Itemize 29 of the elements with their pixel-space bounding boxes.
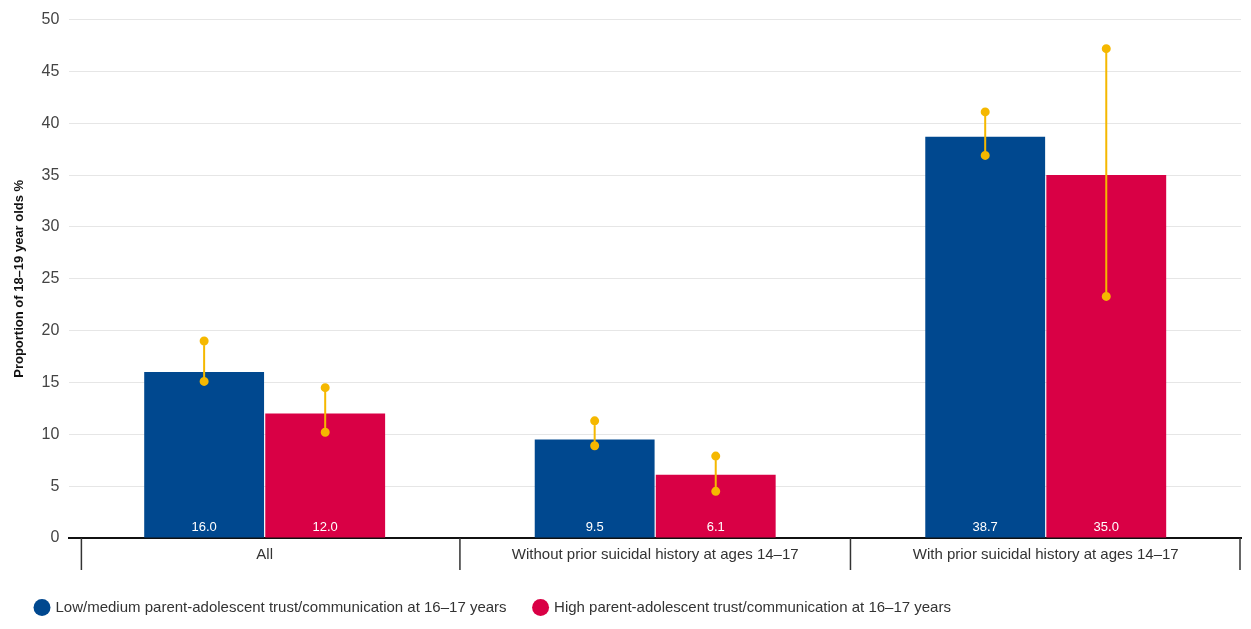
legend-label: Low/medium parent-adolescent trust/communication at 16–17 years: [55, 597, 507, 615]
y-tick-label: 35: [41, 165, 60, 183]
y-axis-title: Proportion of 18–19 year olds %: [11, 179, 27, 378]
data-label: 16.0: [191, 519, 217, 535]
bar: [1046, 175, 1167, 538]
data-label: 6.1: [706, 519, 725, 535]
x-tick-label: Without prior suicidal history at ages 14–17: [511, 545, 799, 563]
y-tick-label: 25: [41, 269, 60, 287]
data-label: 35.0: [1093, 519, 1119, 535]
x-tick-label: With prior suicidal history at ages 14–17: [912, 545, 1179, 563]
bar: [925, 136, 1046, 538]
y-tick-label: 50: [41, 10, 60, 28]
y-tick-label: 40: [41, 113, 60, 131]
y-tick-label: 30: [41, 217, 60, 235]
y-tick-label: 45: [41, 61, 60, 79]
x-tick-label: All: [256, 545, 273, 563]
data-label: 9.5: [585, 519, 604, 535]
data-label: 12.0: [312, 519, 338, 535]
data-label: 38.7: [972, 519, 998, 535]
bar: [534, 439, 655, 538]
y-tick-label: 20: [41, 321, 60, 339]
bar: [265, 413, 386, 538]
y-tick-label: 5: [50, 476, 60, 494]
bar: [144, 372, 265, 538]
bar: [655, 474, 776, 538]
legend-label: High parent-adolescent trust/communication at 16–17 years: [554, 597, 951, 615]
y-tick-label: 0: [50, 528, 60, 546]
y-tick-label: 10: [41, 424, 60, 442]
y-tick-label: 15: [41, 372, 60, 390]
